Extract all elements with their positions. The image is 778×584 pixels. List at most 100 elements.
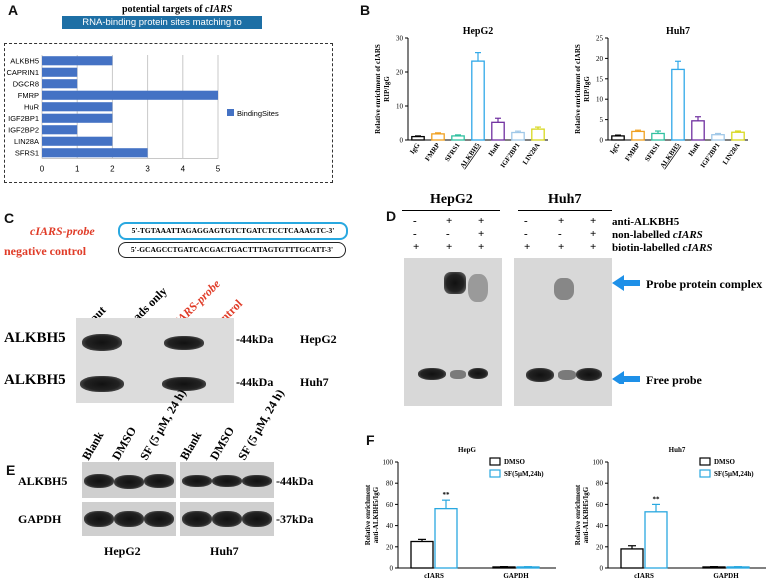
d-cell-huh7: Huh7	[548, 192, 582, 207]
band	[242, 475, 272, 487]
sign-cell: +	[478, 215, 485, 227]
y-tick-label: 10	[596, 96, 604, 104]
panel-b-chart-hepg2: HepG2 0 10 20 30 Relative enrichment of cIARS…	[374, 26, 548, 170]
y-tick-label: 80	[386, 480, 394, 488]
bar	[711, 134, 725, 141]
e-lane-label: Blank	[79, 428, 107, 463]
bar	[491, 121, 505, 141]
chart-title: HepG	[458, 446, 476, 454]
sign-cell: +	[590, 215, 597, 227]
bar	[431, 133, 445, 141]
band	[114, 475, 144, 489]
e-cell-huh7: Huh7	[210, 544, 239, 558]
bar	[511, 131, 525, 141]
d-underline-huh7	[518, 210, 612, 211]
x-tick-label: 1	[75, 165, 80, 174]
sign-cell: -	[413, 228, 417, 240]
legend-swatch	[699, 457, 711, 466]
category-label: IgG	[608, 141, 622, 156]
band	[144, 474, 174, 488]
sign-cell: +	[478, 241, 485, 253]
bar	[42, 148, 148, 158]
category-label: FMRP	[18, 91, 39, 100]
y-tick-label: 0	[390, 565, 394, 573]
bar	[42, 79, 78, 89]
band	[242, 511, 272, 527]
y-tick-label: 15	[596, 75, 604, 83]
e-row1-protein: ALKBH5	[18, 474, 68, 488]
smear	[558, 370, 576, 380]
sign-cell: -	[558, 228, 562, 240]
legend-label: DMSO	[504, 458, 526, 466]
bar	[42, 113, 113, 123]
d-row-label-3-italic: cIARS	[682, 242, 713, 254]
bar	[411, 135, 425, 141]
sign-cell: +	[590, 241, 597, 253]
y-axis-label: Relative enrichment of cIARS	[374, 44, 382, 134]
band	[468, 368, 488, 379]
category-label: IGF2BP2	[8, 125, 39, 134]
band	[84, 474, 114, 488]
band	[418, 368, 446, 380]
band	[576, 368, 602, 381]
bar	[631, 130, 645, 141]
x-tick-label: 4	[181, 165, 186, 174]
e-lane-label: DMSO	[207, 424, 238, 463]
panel-f-letter: F	[366, 432, 375, 448]
category-label: HuR	[24, 102, 40, 111]
category-label: ALKBH5	[459, 141, 482, 170]
smear	[450, 370, 466, 379]
bar	[651, 132, 665, 141]
e-cell-hepg2: HepG2	[104, 544, 141, 558]
smear	[554, 278, 574, 300]
d-free-label: Free probe	[646, 373, 702, 387]
legend-label: SF(5μM,24h)	[714, 470, 754, 478]
panel-a-chart: 0 1 2 3 4 5 ALKBH5 CAPRIN1 DGCR8 FMRP HuR IGF2BP1 IG…	[6, 55, 279, 174]
bar	[691, 120, 705, 141]
category-label: ALKBH5	[659, 141, 682, 170]
legend-swatch	[699, 469, 711, 478]
chart-title: Huh7	[666, 26, 690, 37]
d-gel-hepg2	[404, 258, 502, 406]
d-row-label-2: non-labelled cIARS	[612, 229, 703, 241]
band	[444, 272, 466, 294]
c-row2-cell: Huh7	[300, 375, 329, 389]
sign-cell: -	[413, 215, 417, 227]
band	[182, 511, 212, 527]
category-label: ALKBH5	[10, 56, 39, 65]
y-axis-label-2: anti-ALKBH5/IgG	[582, 486, 590, 543]
y-tick-label: 5	[600, 116, 604, 124]
panel-b-chart-huh7: Huh7 0 5 10 15 20 25 Relative enrichment of cIA…	[574, 26, 748, 170]
e-blot-hepg2-gapdh	[82, 502, 176, 536]
category-label: FMRP	[423, 141, 442, 163]
smear	[468, 274, 488, 302]
panel-f-chart-huh7: Huh7 0 20 40 60 80 100 Relative enrichment anti-…	[574, 446, 766, 580]
band	[526, 368, 554, 382]
e-row2-protein: GAPDH	[18, 512, 62, 526]
d-row-label-2-italic: cIARS	[672, 229, 703, 241]
e-lane-label: Blank	[177, 428, 205, 463]
category-label: HuR	[487, 141, 502, 158]
y-axis-label-2: anti-ALKBH5/IgG	[372, 486, 380, 543]
category-label: HuR	[687, 141, 702, 158]
category-label: LIN28A	[14, 137, 39, 146]
y-tick-label: 60	[596, 501, 604, 509]
bar	[42, 90, 218, 100]
x-tick-label: 0	[40, 165, 45, 174]
chart-title: HepG2	[463, 26, 494, 37]
y-tick-label: 100	[383, 459, 394, 467]
y-axis-label-2: RIP/IgG	[383, 76, 391, 102]
panel-c-letter: C	[4, 210, 15, 226]
bar	[434, 507, 458, 569]
bar	[451, 135, 465, 141]
arrow-free-icon	[612, 371, 640, 384]
significance-label: **	[653, 495, 661, 503]
panel-d-letter: D	[386, 208, 397, 224]
sign-cell: +	[446, 215, 453, 227]
c-blot-huh7	[76, 365, 234, 403]
y-tick-label: 0	[600, 137, 604, 145]
y-tick-label: 80	[596, 480, 604, 488]
legend-swatch	[227, 109, 234, 116]
d-underline-hepg2	[402, 210, 500, 211]
sign-cell: +	[524, 241, 531, 253]
